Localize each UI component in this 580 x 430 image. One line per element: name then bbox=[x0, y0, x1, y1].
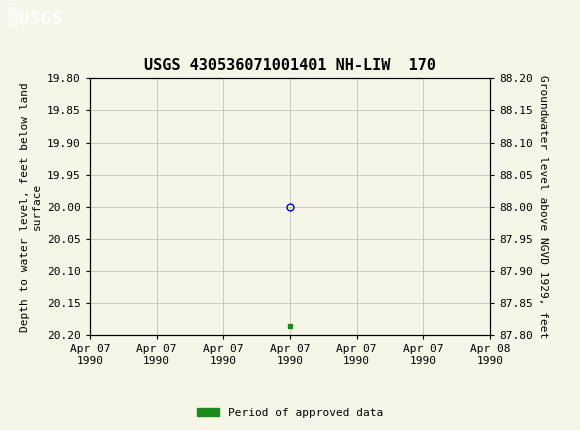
Text: ▒USGS: ▒USGS bbox=[8, 7, 62, 28]
Y-axis label: Depth to water level, feet below land
surface: Depth to water level, feet below land su… bbox=[20, 82, 42, 332]
Title: USGS 430536071001401 NH-LIW  170: USGS 430536071001401 NH-LIW 170 bbox=[144, 58, 436, 73]
Legend: Period of approved data: Period of approved data bbox=[193, 403, 387, 422]
Y-axis label: Groundwater level above NGVD 1929, feet: Groundwater level above NGVD 1929, feet bbox=[538, 75, 549, 338]
